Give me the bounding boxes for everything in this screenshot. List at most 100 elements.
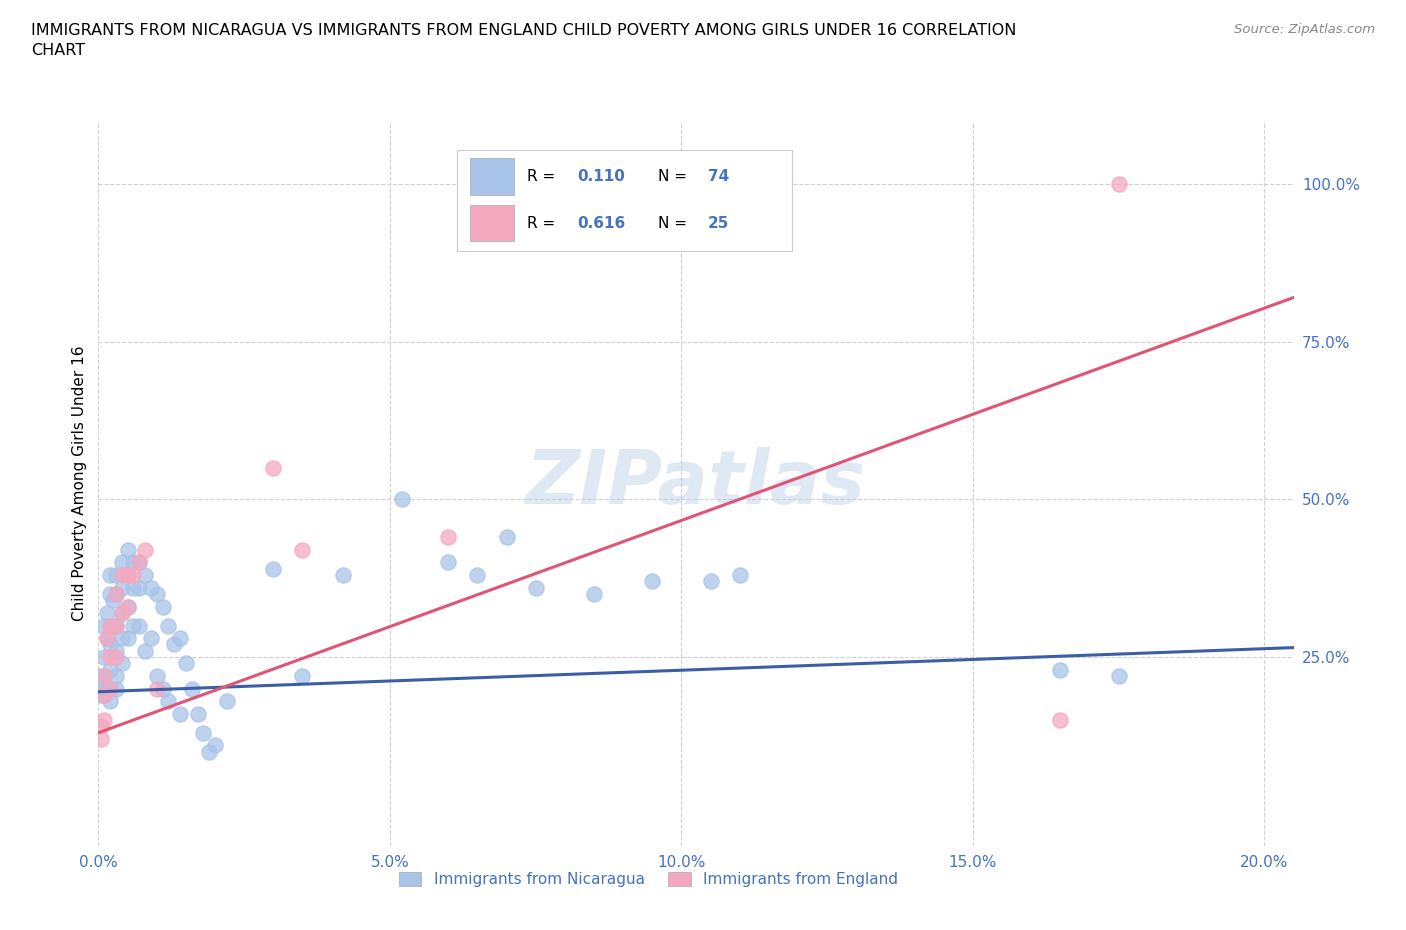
Point (91, 681, 114, 696)
Point (122, 618, 145, 633)
Point (104, 669, 127, 684)
Point (101, 618, 124, 633)
Point (1049, 662, 1071, 677)
Point (291, 542, 314, 557)
Point (104, 650, 127, 665)
Point (111, 555, 134, 570)
Point (169, 707, 191, 722)
Point (122, 555, 145, 570)
Point (104, 681, 127, 696)
Point (193, 725, 215, 740)
Point (111, 656, 134, 671)
Point (98, 587, 121, 602)
Point (728, 567, 751, 582)
Point (98, 618, 121, 633)
Point (90, 732, 112, 747)
Point (145, 681, 167, 696)
Point (204, 737, 226, 752)
Point (104, 618, 127, 633)
Point (90, 719, 112, 734)
Point (169, 631, 191, 645)
Point (98, 567, 121, 582)
Point (467, 567, 489, 582)
Point (128, 580, 150, 595)
Y-axis label: Child Poverty Among Girls Under 16: Child Poverty Among Girls Under 16 (72, 346, 87, 621)
Point (128, 618, 150, 633)
Point (117, 567, 139, 582)
Point (93, 618, 115, 633)
Point (96, 631, 118, 645)
Point (98, 618, 121, 633)
Point (98, 694, 121, 709)
Point (104, 587, 127, 602)
Point (524, 580, 547, 595)
Point (98, 681, 121, 696)
Point (111, 580, 134, 595)
Point (262, 460, 284, 475)
Point (96, 631, 118, 645)
Point (641, 574, 664, 589)
Point (174, 656, 197, 671)
Point (332, 567, 354, 582)
Point (111, 605, 134, 620)
Text: Source: ZipAtlas.com: Source: ZipAtlas.com (1234, 23, 1375, 36)
Point (93, 650, 115, 665)
Point (1049, 712, 1071, 727)
Point (117, 599, 139, 614)
Point (145, 587, 167, 602)
Point (96, 605, 118, 620)
Point (291, 669, 314, 684)
Text: ZIPatlas: ZIPatlas (526, 447, 866, 520)
Point (104, 644, 127, 658)
Point (111, 567, 134, 582)
Point (1108, 177, 1130, 192)
Point (134, 644, 156, 658)
Point (139, 631, 162, 645)
Point (117, 567, 139, 582)
Point (117, 599, 139, 614)
Legend: Immigrants from Nicaragua, Immigrants from England: Immigrants from Nicaragua, Immigrants fr… (392, 866, 904, 893)
Point (101, 592, 124, 607)
Point (139, 580, 162, 595)
Point (198, 744, 221, 759)
Point (90, 687, 112, 702)
Point (128, 555, 150, 570)
Point (104, 567, 127, 582)
Point (104, 618, 127, 633)
Point (262, 562, 284, 577)
Point (122, 580, 145, 595)
Point (117, 631, 139, 645)
Point (186, 707, 208, 722)
Point (98, 637, 121, 652)
Point (122, 567, 145, 582)
Point (111, 605, 134, 620)
Point (152, 681, 174, 696)
Point (93, 687, 115, 702)
Point (163, 637, 186, 652)
Point (90, 669, 112, 684)
Point (117, 542, 139, 557)
Point (93, 669, 115, 684)
Point (1108, 669, 1130, 684)
Point (152, 599, 174, 614)
Point (93, 687, 115, 702)
Text: IMMIGRANTS FROM NICARAGUA VS IMMIGRANTS FROM ENGLAND CHILD POVERTY AMONG GIRLS U: IMMIGRANTS FROM NICARAGUA VS IMMIGRANTS … (31, 23, 1017, 58)
Point (134, 542, 156, 557)
Point (98, 662, 121, 677)
Point (180, 681, 202, 696)
Point (495, 530, 517, 545)
Point (93, 681, 115, 696)
Point (134, 567, 156, 582)
Point (157, 694, 180, 709)
Point (145, 669, 167, 684)
Point (111, 631, 134, 645)
Point (98, 650, 121, 665)
Point (699, 574, 721, 589)
Point (391, 492, 413, 507)
Point (104, 587, 127, 602)
Point (582, 587, 605, 602)
Point (157, 618, 180, 633)
Point (98, 681, 121, 696)
Point (437, 530, 460, 545)
Point (215, 694, 238, 709)
